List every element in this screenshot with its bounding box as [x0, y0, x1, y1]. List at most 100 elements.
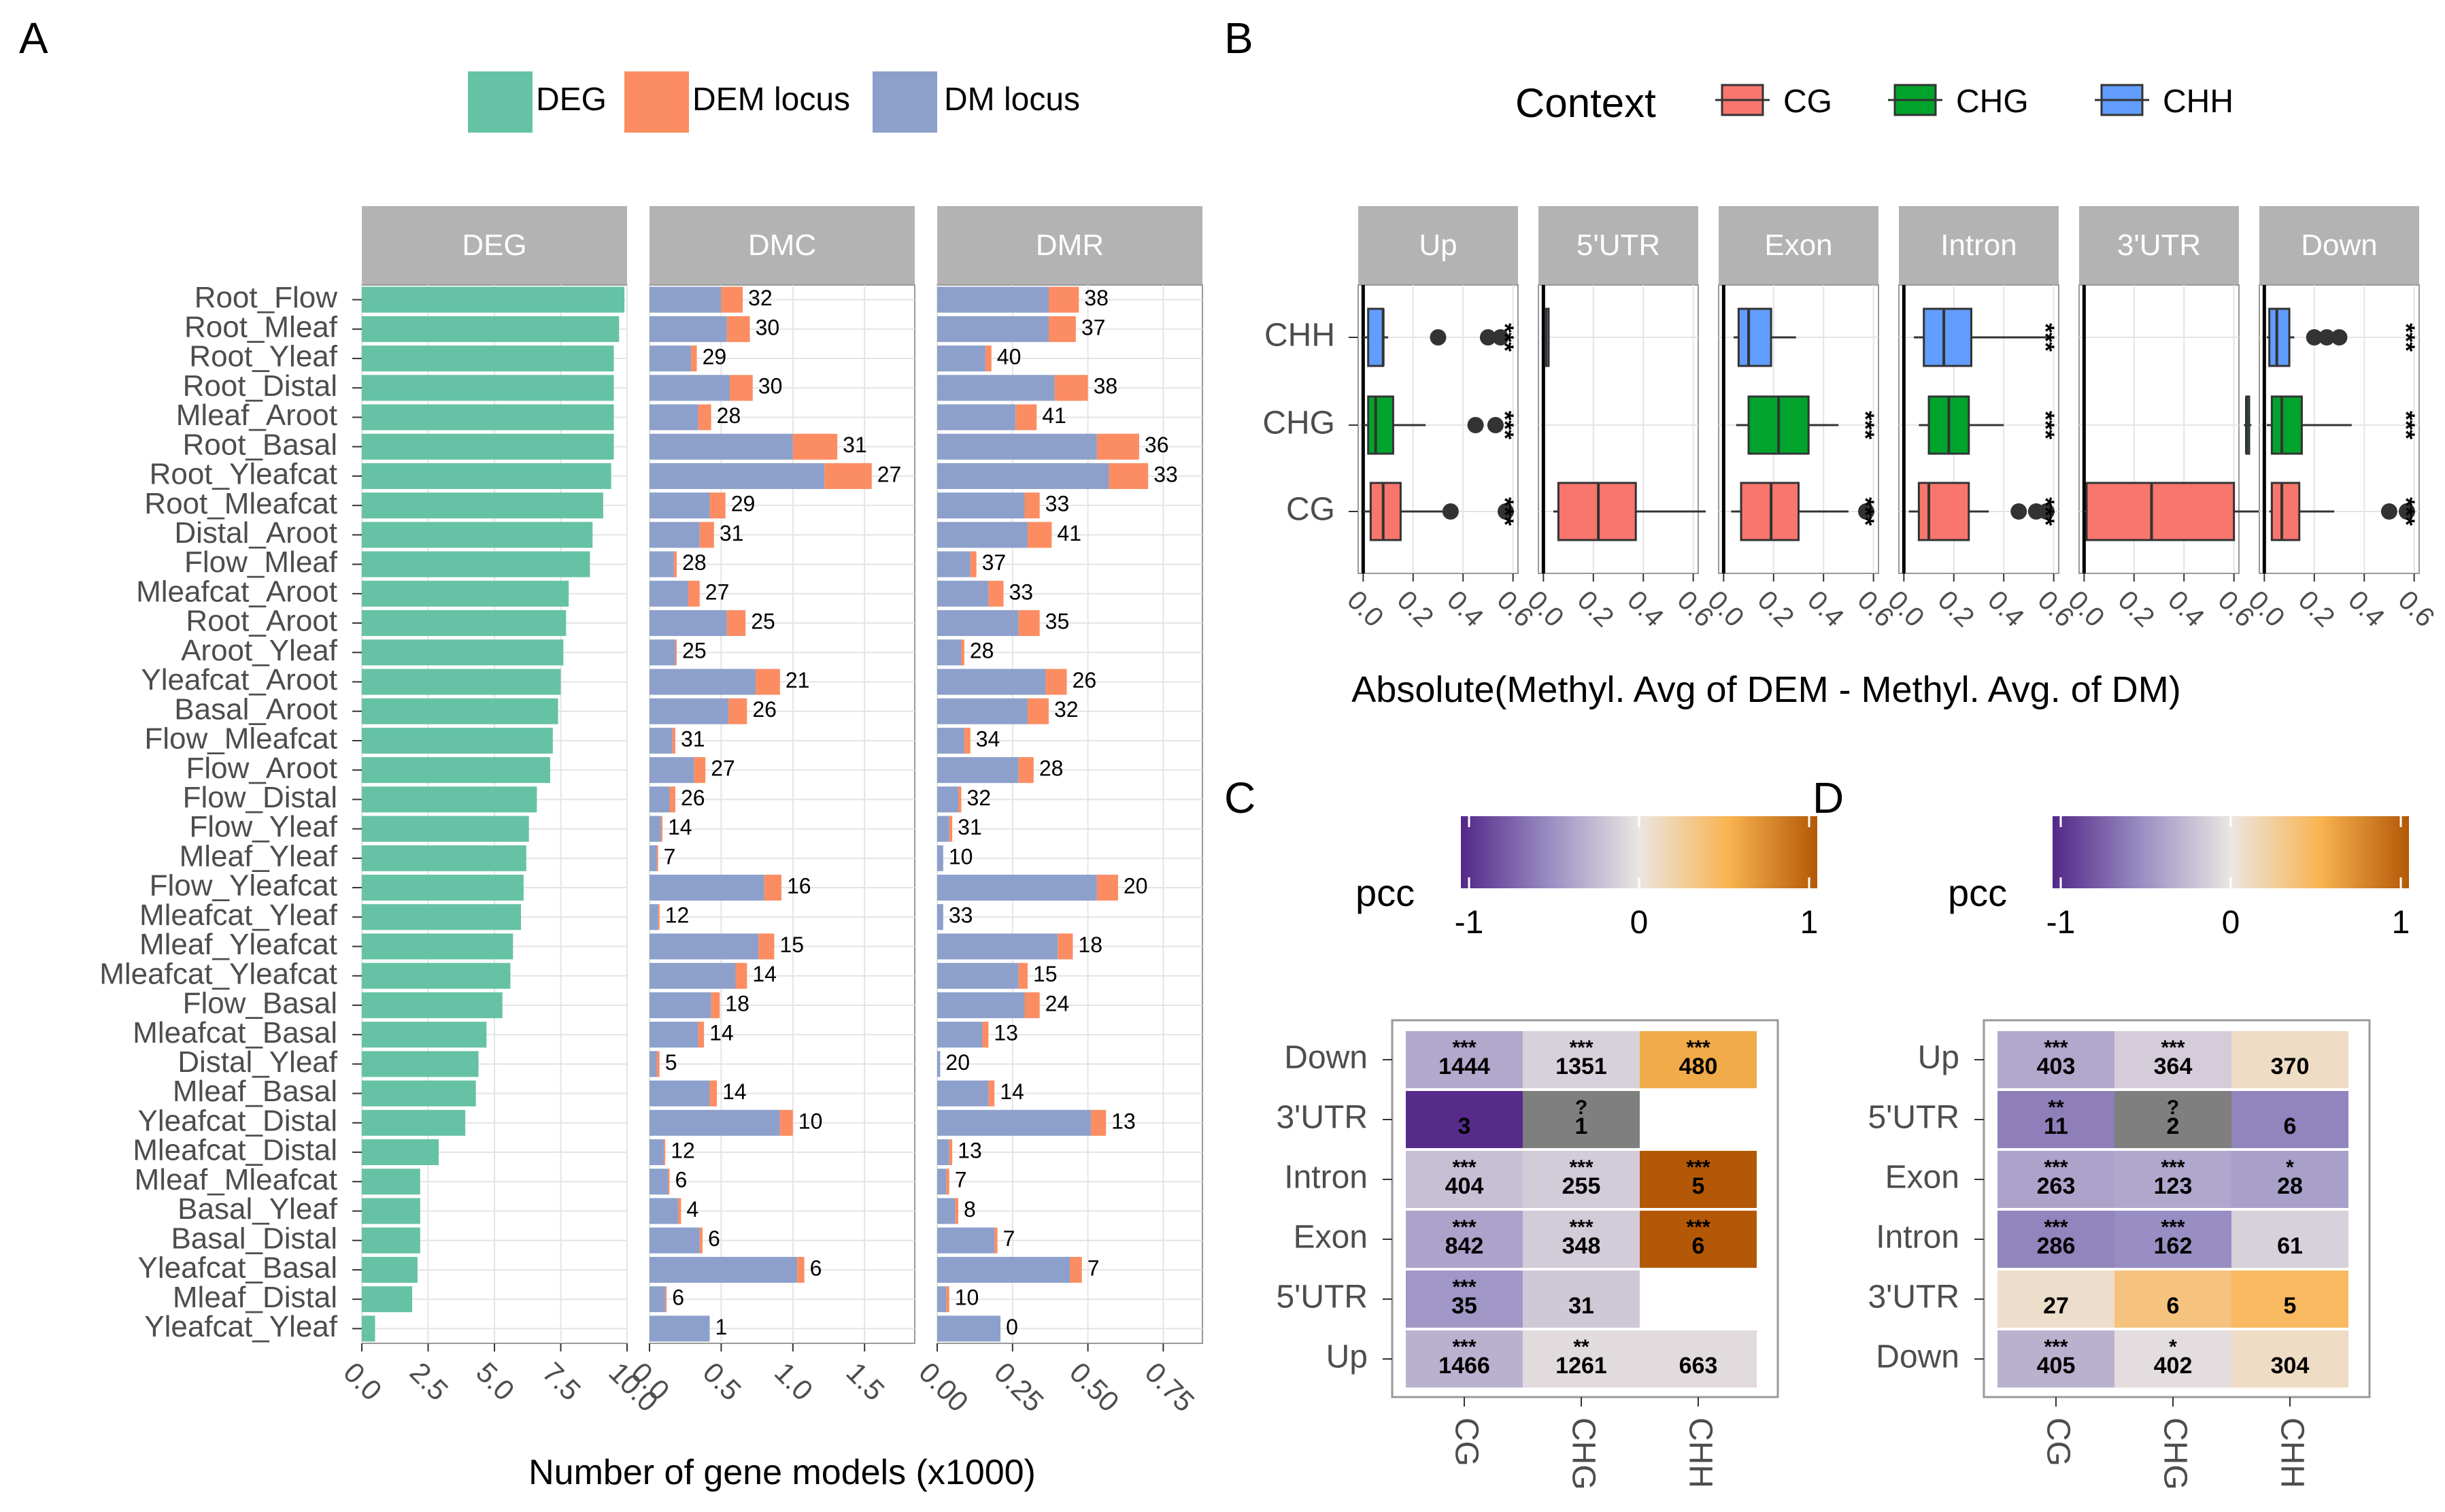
- bar-dem: [699, 522, 714, 548]
- bar-pct-label: 38: [1094, 374, 1118, 399]
- bar-dem: [1024, 492, 1040, 519]
- bar-pct-label: 14: [752, 962, 777, 986]
- cell-significance: ***: [2044, 1156, 2068, 1179]
- category-label: Basal_Aroot: [174, 692, 337, 726]
- bar-pct-label: 20: [1124, 874, 1148, 898]
- x-tick-label: 1.0: [769, 1356, 820, 1407]
- colorbar-tick-label: 1: [2392, 905, 2410, 941]
- bar-deg: [362, 375, 614, 401]
- bar-dm: [937, 375, 1055, 401]
- bar-dem: [1027, 522, 1052, 548]
- cell-count: 162: [2154, 1233, 2193, 1259]
- bar-pct-label: 8: [964, 1197, 976, 1222]
- outlier: [2399, 503, 2415, 520]
- x-tick-label: 0.2: [2112, 585, 2160, 633]
- heatmap-cell: [1997, 1151, 2114, 1208]
- bar-dm: [650, 1080, 710, 1107]
- bar-dem: [949, 1139, 953, 1166]
- cell-count: 1261: [1555, 1353, 1607, 1379]
- bar-deg: [362, 816, 529, 842]
- panel-label-b: B: [1224, 14, 1253, 63]
- heatmap-cell: [2231, 1031, 2348, 1088]
- bar-deg: [362, 933, 513, 960]
- bar-pct-label: 33: [949, 903, 973, 928]
- bar-dem: [711, 992, 720, 1018]
- significance-label: ***: [2031, 323, 2059, 352]
- category-label: Yleafcat_Aroot: [141, 663, 337, 696]
- row-label: 3'UTR: [1276, 1100, 1368, 1136]
- bar-deg: [362, 492, 603, 519]
- x-tick-label: 0.4: [1802, 585, 1849, 633]
- x-tick-label: 0.4: [1621, 585, 1669, 633]
- bar-dm: [937, 1198, 956, 1224]
- heatmap-cell: [1640, 1031, 1757, 1088]
- x-tick-label: 0.2: [1752, 585, 1800, 633]
- category-label: Mleafcat_Yleaf: [139, 898, 338, 932]
- bar-dm: [937, 1051, 941, 1077]
- bar-dem: [1058, 933, 1073, 960]
- bar-dm: [650, 522, 700, 548]
- box-chh: [1923, 307, 1972, 367]
- bar-deg: [362, 904, 521, 930]
- category-label: Basal_Yleaf: [178, 1192, 338, 1226]
- bar-dem: [964, 727, 971, 754]
- heatmap-cell: [2231, 1211, 2348, 1268]
- cell-count: 61: [2277, 1233, 2303, 1259]
- bar-dm: [937, 1256, 1070, 1283]
- bar-dm: [937, 1227, 995, 1254]
- bar-pct-label: 32: [966, 786, 991, 810]
- heatmap-cell: [2114, 1271, 2231, 1328]
- bar-dm: [937, 992, 1025, 1018]
- strip-deg-label: DEG: [462, 229, 526, 262]
- legend-label-chh: CHH: [2163, 84, 2233, 120]
- strip-label: Intron: [1940, 229, 2017, 262]
- bar-dem: [694, 757, 706, 784]
- box-cg: [1369, 482, 1402, 541]
- bar-dm: [650, 727, 673, 754]
- bar-deg: [362, 1080, 476, 1107]
- category-label: Flow_Mleaf: [184, 545, 338, 579]
- bar-dem: [709, 1080, 718, 1107]
- bar-pct-label: 7: [664, 844, 676, 869]
- bar-dm: [937, 1286, 947, 1313]
- cell-count: 5: [2284, 1293, 2297, 1319]
- bar-pct-label: 18: [1078, 933, 1102, 957]
- bar-pct-label: 7: [1087, 1256, 1100, 1280]
- bar-dm: [650, 757, 694, 784]
- category-label: Flow_Distal: [183, 781, 337, 814]
- bar-dem: [658, 904, 660, 930]
- bar-dm: [650, 786, 670, 813]
- facet-dmr-panel: [937, 284, 1203, 1344]
- bar-dem: [1024, 992, 1040, 1018]
- bar-dem: [668, 1169, 670, 1195]
- bar-pct-label: 37: [982, 550, 1007, 575]
- bar-pct-label: 15: [1033, 962, 1058, 986]
- heatmap-cell: [1406, 1271, 1523, 1328]
- cell-count: 255: [1562, 1173, 1601, 1199]
- category-label: Mleaf_Mleafcat: [135, 1163, 337, 1196]
- heatmap-cell: [1406, 1031, 1523, 1088]
- bar-pct-label: 0: [1006, 1315, 1018, 1339]
- bar-dem: [669, 786, 675, 813]
- heatmap-cell: [2231, 1330, 2348, 1388]
- bar-dem: [721, 286, 743, 313]
- strip-label: Exon: [1764, 229, 1832, 262]
- significance-label: ***: [2392, 323, 2420, 352]
- bar-pct-label: 31: [958, 815, 982, 839]
- box-chh: [1737, 307, 1772, 367]
- bar-dem: [698, 1022, 705, 1048]
- panel-a-xlabel: Number of gene models (x1000): [528, 1453, 1036, 1492]
- box-cg: [2085, 482, 2236, 541]
- bar-pct-label: 6: [708, 1226, 720, 1251]
- cell-significance: ***: [2044, 1336, 2068, 1358]
- bar-dm: [650, 551, 674, 577]
- bar-pct-label: 12: [665, 903, 690, 928]
- colorbar-tick-label: 0: [1630, 905, 1649, 941]
- bar-dem: [699, 1227, 703, 1254]
- colorbar-tick-label: -1: [2046, 905, 2076, 941]
- cell-significance: ?: [2167, 1096, 2179, 1119]
- bar-pct-label: 29: [731, 492, 756, 516]
- box-chg: [1367, 395, 1394, 455]
- bar-dm: [650, 962, 736, 989]
- bar-dm: [937, 580, 989, 607]
